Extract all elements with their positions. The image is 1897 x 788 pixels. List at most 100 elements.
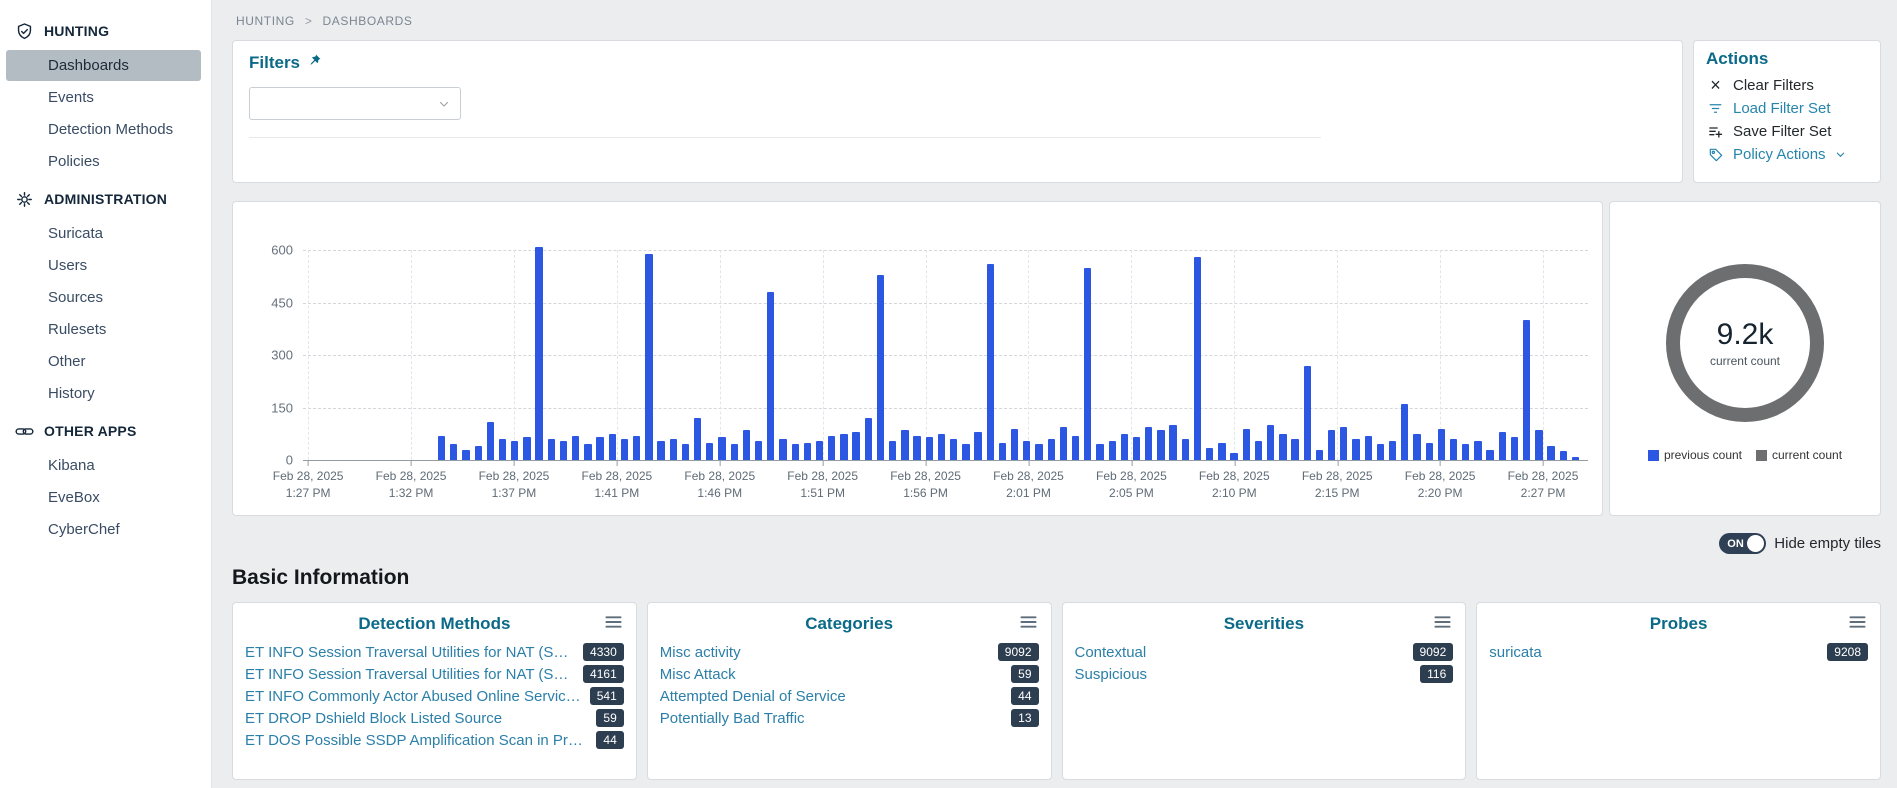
chart-bar[interactable]: [1206, 447, 1214, 460]
chart-bar[interactable]: [876, 274, 885, 460]
hide-empty-tiles-toggle[interactable]: ON: [1719, 533, 1767, 554]
chart-bar[interactable]: [791, 444, 799, 460]
chart-bar[interactable]: [1084, 267, 1092, 460]
menu-icon[interactable]: [1849, 615, 1866, 634]
chart-bar[interactable]: [1388, 440, 1397, 460]
sidebar-item-other[interactable]: Other: [48, 353, 86, 370]
chart-bar[interactable]: [1413, 433, 1421, 460]
tile-row-label[interactable]: ET INFO Commonly Actor Abused Online Ser…: [245, 687, 581, 705]
sidebar-item-sources[interactable]: Sources: [48, 289, 104, 306]
filter-select[interactable]: [249, 87, 461, 120]
chart-bar[interactable]: [950, 439, 958, 460]
chart-bar[interactable]: [1010, 428, 1019, 460]
chart-bar[interactable]: [1035, 444, 1043, 460]
chart-bar[interactable]: [1120, 433, 1128, 460]
chart-bar[interactable]: [645, 253, 653, 460]
chart-bar[interactable]: [584, 444, 592, 460]
chart-bar[interactable]: [1059, 426, 1068, 460]
sidebar-item-dashboards[interactable]: Dashboards: [6, 50, 201, 81]
tile-row-label[interactable]: Attempted Denial of Service: [659, 687, 846, 705]
sidebar-item-suricata[interactable]: Suricata: [48, 225, 104, 242]
tile-row-label[interactable]: Suspicious: [1074, 665, 1148, 683]
chart-bar[interactable]: [498, 439, 507, 460]
chart-bar[interactable]: [889, 440, 897, 460]
tile-row-label[interactable]: ET DOS Possible SSDP Amplification Scan …: [245, 731, 589, 749]
chart-bar[interactable]: [1449, 439, 1458, 460]
chart-bar[interactable]: [450, 444, 458, 460]
sidebar-item-kibana[interactable]: Kibana: [48, 457, 95, 474]
tile-row-label[interactable]: Misc activity: [659, 643, 741, 661]
chart-bar[interactable]: [767, 292, 775, 460]
tile-row-label[interactable]: ET DROP Dshield Block Listed Source: [245, 709, 503, 727]
chart-bar[interactable]: [523, 437, 531, 460]
chart-bar[interactable]: [486, 421, 494, 460]
sidebar-item-evebox[interactable]: EveBox: [48, 489, 100, 506]
chart-bar[interactable]: [511, 440, 519, 460]
chart-bar[interactable]: [1547, 446, 1555, 460]
sidebar-item-cyberchef[interactable]: CyberChef: [48, 521, 120, 538]
chart-bar[interactable]: [1218, 442, 1226, 460]
chart-bar[interactable]: [1157, 430, 1165, 460]
chart-bar[interactable]: [1498, 432, 1506, 460]
chart-bar[interactable]: [986, 264, 994, 460]
chart-bar[interactable]: [1071, 435, 1080, 460]
chart-bar[interactable]: [1047, 439, 1055, 460]
sidebar-item-users[interactable]: Users: [48, 257, 88, 274]
chart-bar[interactable]: [1023, 440, 1031, 460]
chart-bar[interactable]: [852, 432, 860, 460]
chart-bar[interactable]: [1303, 365, 1311, 460]
chart-bar[interactable]: [1279, 433, 1287, 460]
chart-bar[interactable]: [1535, 430, 1543, 460]
chart-bar[interactable]: [474, 446, 482, 460]
menu-icon[interactable]: [1434, 615, 1451, 634]
action-clear-filters[interactable]: × Clear Filters: [1706, 73, 1868, 97]
sidebar-item-events[interactable]: Events: [48, 89, 94, 106]
chart-bar[interactable]: [1327, 430, 1336, 460]
action-load-filter-set[interactable]: Load Filter Set: [1706, 97, 1868, 120]
sidebar-item-policies[interactable]: Policies: [48, 153, 100, 170]
chart-bar[interactable]: [620, 439, 629, 460]
chart-bar[interactable]: [754, 440, 763, 460]
chart-bar[interactable]: [1425, 442, 1433, 460]
chart-bar[interactable]: [535, 246, 543, 460]
chart-bar[interactable]: [974, 432, 982, 460]
chart-bar[interactable]: [901, 430, 909, 460]
chart-bar[interactable]: [1108, 440, 1116, 460]
sidebar-item-rulesets[interactable]: Rulesets: [48, 321, 107, 338]
chart-bar[interactable]: [937, 433, 946, 460]
chart-bar[interactable]: [1254, 440, 1263, 460]
chart-bar[interactable]: [840, 433, 848, 460]
chart-bar[interactable]: [608, 433, 616, 460]
chart-bar[interactable]: [1096, 444, 1104, 460]
tile-row-label[interactable]: Misc Attack: [659, 665, 736, 683]
tile-row-label[interactable]: suricata: [1489, 643, 1542, 661]
chart-bar[interactable]: [1364, 435, 1372, 460]
chart-bar[interactable]: [681, 444, 690, 460]
chart-bar[interactable]: [693, 418, 702, 460]
chart-bar[interactable]: [1462, 444, 1470, 460]
chart-bar[interactable]: [1169, 425, 1177, 460]
chart-bar[interactable]: [462, 449, 470, 460]
chart-bar[interactable]: [1340, 426, 1348, 460]
chart-bar[interactable]: [998, 442, 1007, 460]
tile-row-label[interactable]: ET INFO Session Traversal Utilities for …: [245, 665, 576, 683]
chart-bar[interactable]: [925, 437, 933, 460]
chart-bar[interactable]: [1181, 439, 1189, 460]
chart-bar[interactable]: [706, 442, 714, 460]
chart-bar[interactable]: [718, 437, 726, 460]
chart-bar[interactable]: [1486, 449, 1494, 460]
chart-bar[interactable]: [1376, 444, 1385, 460]
chart-bar[interactable]: [437, 435, 446, 460]
chart-bar[interactable]: [1145, 426, 1153, 460]
tile-row-label[interactable]: ET INFO Session Traversal Utilities for …: [245, 643, 576, 661]
tile-row-label[interactable]: Potentially Bad Traffic: [659, 709, 805, 727]
chart-bar[interactable]: [1230, 453, 1238, 460]
chart-bar[interactable]: [803, 442, 811, 460]
chart-bar[interactable]: [730, 444, 738, 460]
action-policy-actions[interactable]: Policy Actions: [1706, 143, 1868, 166]
chart-bar[interactable]: [1242, 428, 1250, 460]
breadcrumb-hunting[interactable]: HUNTING: [236, 14, 295, 28]
chart-bar[interactable]: [815, 440, 824, 460]
chart-bar[interactable]: [828, 435, 836, 460]
chart-bar[interactable]: [572, 435, 580, 460]
